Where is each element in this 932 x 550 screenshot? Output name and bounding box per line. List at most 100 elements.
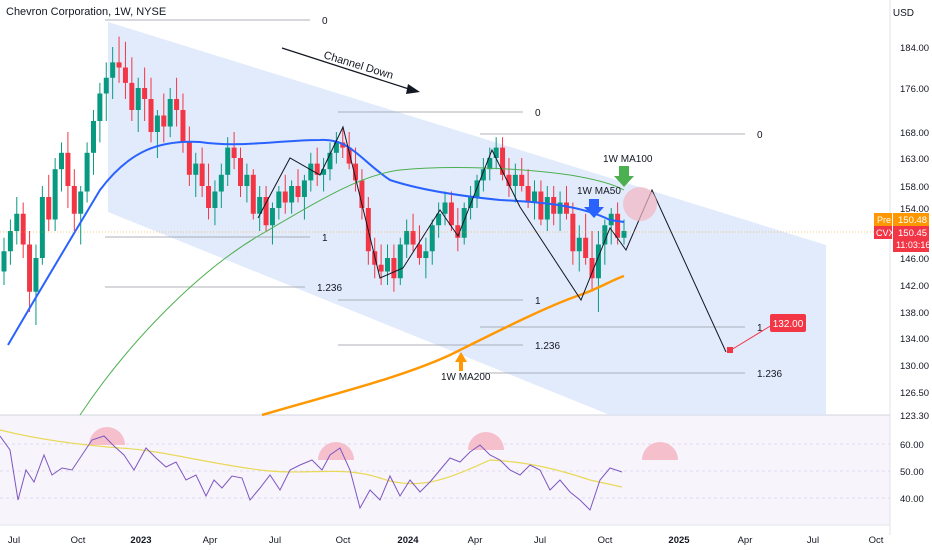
- price-tick-label: 168.00: [900, 128, 929, 139]
- pre-tag: Pre: [877, 215, 891, 225]
- currency-label: USD: [892, 8, 914, 19]
- candle-body: [314, 163, 320, 175]
- candle-body: [308, 163, 314, 181]
- candle-body: [97, 93, 103, 121]
- last-tag: CVX: [876, 228, 895, 238]
- price-tick-label: 176.00: [900, 84, 929, 95]
- candle-body: [353, 163, 359, 181]
- ma50-label: 1W MA50: [577, 186, 621, 197]
- chart-title: Chevron Corporation, 1W, NYSE: [6, 6, 167, 18]
- price-tick-label: 123.30: [900, 411, 929, 422]
- candle-body: [576, 237, 582, 252]
- rsi-overbought-hump: [89, 427, 125, 445]
- rsi-pane: [0, 415, 890, 525]
- zigzag-path: [257, 125, 727, 353]
- candle-body: [532, 191, 538, 203]
- target-label-box: [770, 314, 806, 332]
- time-tick-label: 2024: [397, 535, 419, 546]
- fib-level-label: 1: [535, 296, 541, 307]
- fib-level-label: 0: [757, 130, 763, 141]
- candle-body: [250, 174, 256, 214]
- last-value: 150.45: [898, 228, 927, 239]
- candle-body: [589, 258, 595, 279]
- candle-body: [225, 147, 231, 175]
- candle-body: [276, 191, 282, 208]
- time-tick-label: 2025: [668, 535, 690, 546]
- candle-body: [563, 202, 569, 214]
- time-tick-label: Oct: [598, 535, 613, 546]
- ma100-line: [79, 167, 625, 416]
- ma200-line: [261, 274, 625, 417]
- fib-level-label: 1.236: [317, 283, 342, 294]
- candle-body: [148, 99, 154, 132]
- candle-body: [538, 191, 544, 220]
- last-tag-box: [874, 226, 892, 239]
- candle-body: [186, 142, 192, 175]
- pre-tag-box: [874, 213, 892, 226]
- candle-body: [468, 197, 474, 208]
- time-tick-label: Oct: [71, 535, 86, 546]
- candle-body: [602, 225, 608, 245]
- candle-body: [180, 110, 186, 143]
- price-tick-label: 130.00: [900, 361, 929, 372]
- channel-arrow-head: [406, 84, 420, 94]
- candle-body: [557, 202, 563, 214]
- fib-level-label: 0: [535, 108, 541, 119]
- candle-body: [359, 180, 365, 208]
- candle-body: [423, 251, 429, 258]
- ma100-label: 1W MA100: [603, 154, 653, 165]
- price-tick-label: 154.00: [900, 204, 929, 215]
- time-tick-label: Jul: [8, 535, 20, 546]
- target-circle: [623, 187, 657, 221]
- rsi-line: [0, 435, 623, 511]
- candle-body: [595, 244, 601, 279]
- candle-body: [174, 99, 180, 110]
- candle-body: [20, 213, 26, 245]
- candle-body: [289, 186, 295, 203]
- candle-body: [167, 99, 173, 127]
- time-tick-label: Jul: [534, 535, 546, 546]
- candle-body: [295, 186, 301, 197]
- candle-body: [301, 180, 307, 197]
- pre-value: 150.48: [898, 215, 927, 226]
- candle-body: [71, 186, 77, 214]
- candle-body: [327, 152, 333, 170]
- candle-body: [442, 202, 448, 214]
- rsi-ma-line: [0, 429, 623, 488]
- rsi-tick-label: 50.00: [900, 467, 924, 478]
- candle-body: [90, 121, 96, 153]
- candle-body: [416, 244, 422, 258]
- candle-body: [39, 197, 45, 258]
- candle-body: [161, 115, 167, 127]
- price-tick-label: 142.00: [900, 281, 929, 292]
- time-tick-label: Jul: [807, 535, 819, 546]
- candle-body: [231, 147, 237, 158]
- candle-body: [1, 251, 7, 272]
- candle-body: [7, 231, 13, 252]
- candle-body: [135, 88, 141, 110]
- candle-body: [59, 152, 65, 170]
- price-tick-label: 146.00: [900, 254, 929, 265]
- candle-body: [346, 147, 352, 164]
- candle-body: [14, 213, 20, 231]
- price-tick-label: 134.00: [900, 334, 929, 345]
- candle-body: [512, 174, 518, 186]
- candle-body: [122, 67, 128, 83]
- candle-body: [129, 82, 135, 110]
- time-tick-label: 2023: [130, 535, 151, 546]
- candle-body: [429, 225, 435, 252]
- candle-body: [269, 208, 275, 226]
- pre-value-box: [893, 213, 929, 226]
- candle-body: [142, 88, 148, 99]
- candle-body: [218, 174, 224, 192]
- candle-body: [487, 158, 493, 170]
- candle-body: [506, 174, 512, 186]
- candle-body: [391, 258, 397, 279]
- rsi-tick-label: 60.00: [900, 440, 924, 451]
- target-label: 132.00: [773, 319, 804, 330]
- candle-body: [33, 258, 39, 292]
- candle-body: [570, 213, 576, 252]
- candle-body: [193, 163, 199, 175]
- candle-body: [333, 142, 339, 153]
